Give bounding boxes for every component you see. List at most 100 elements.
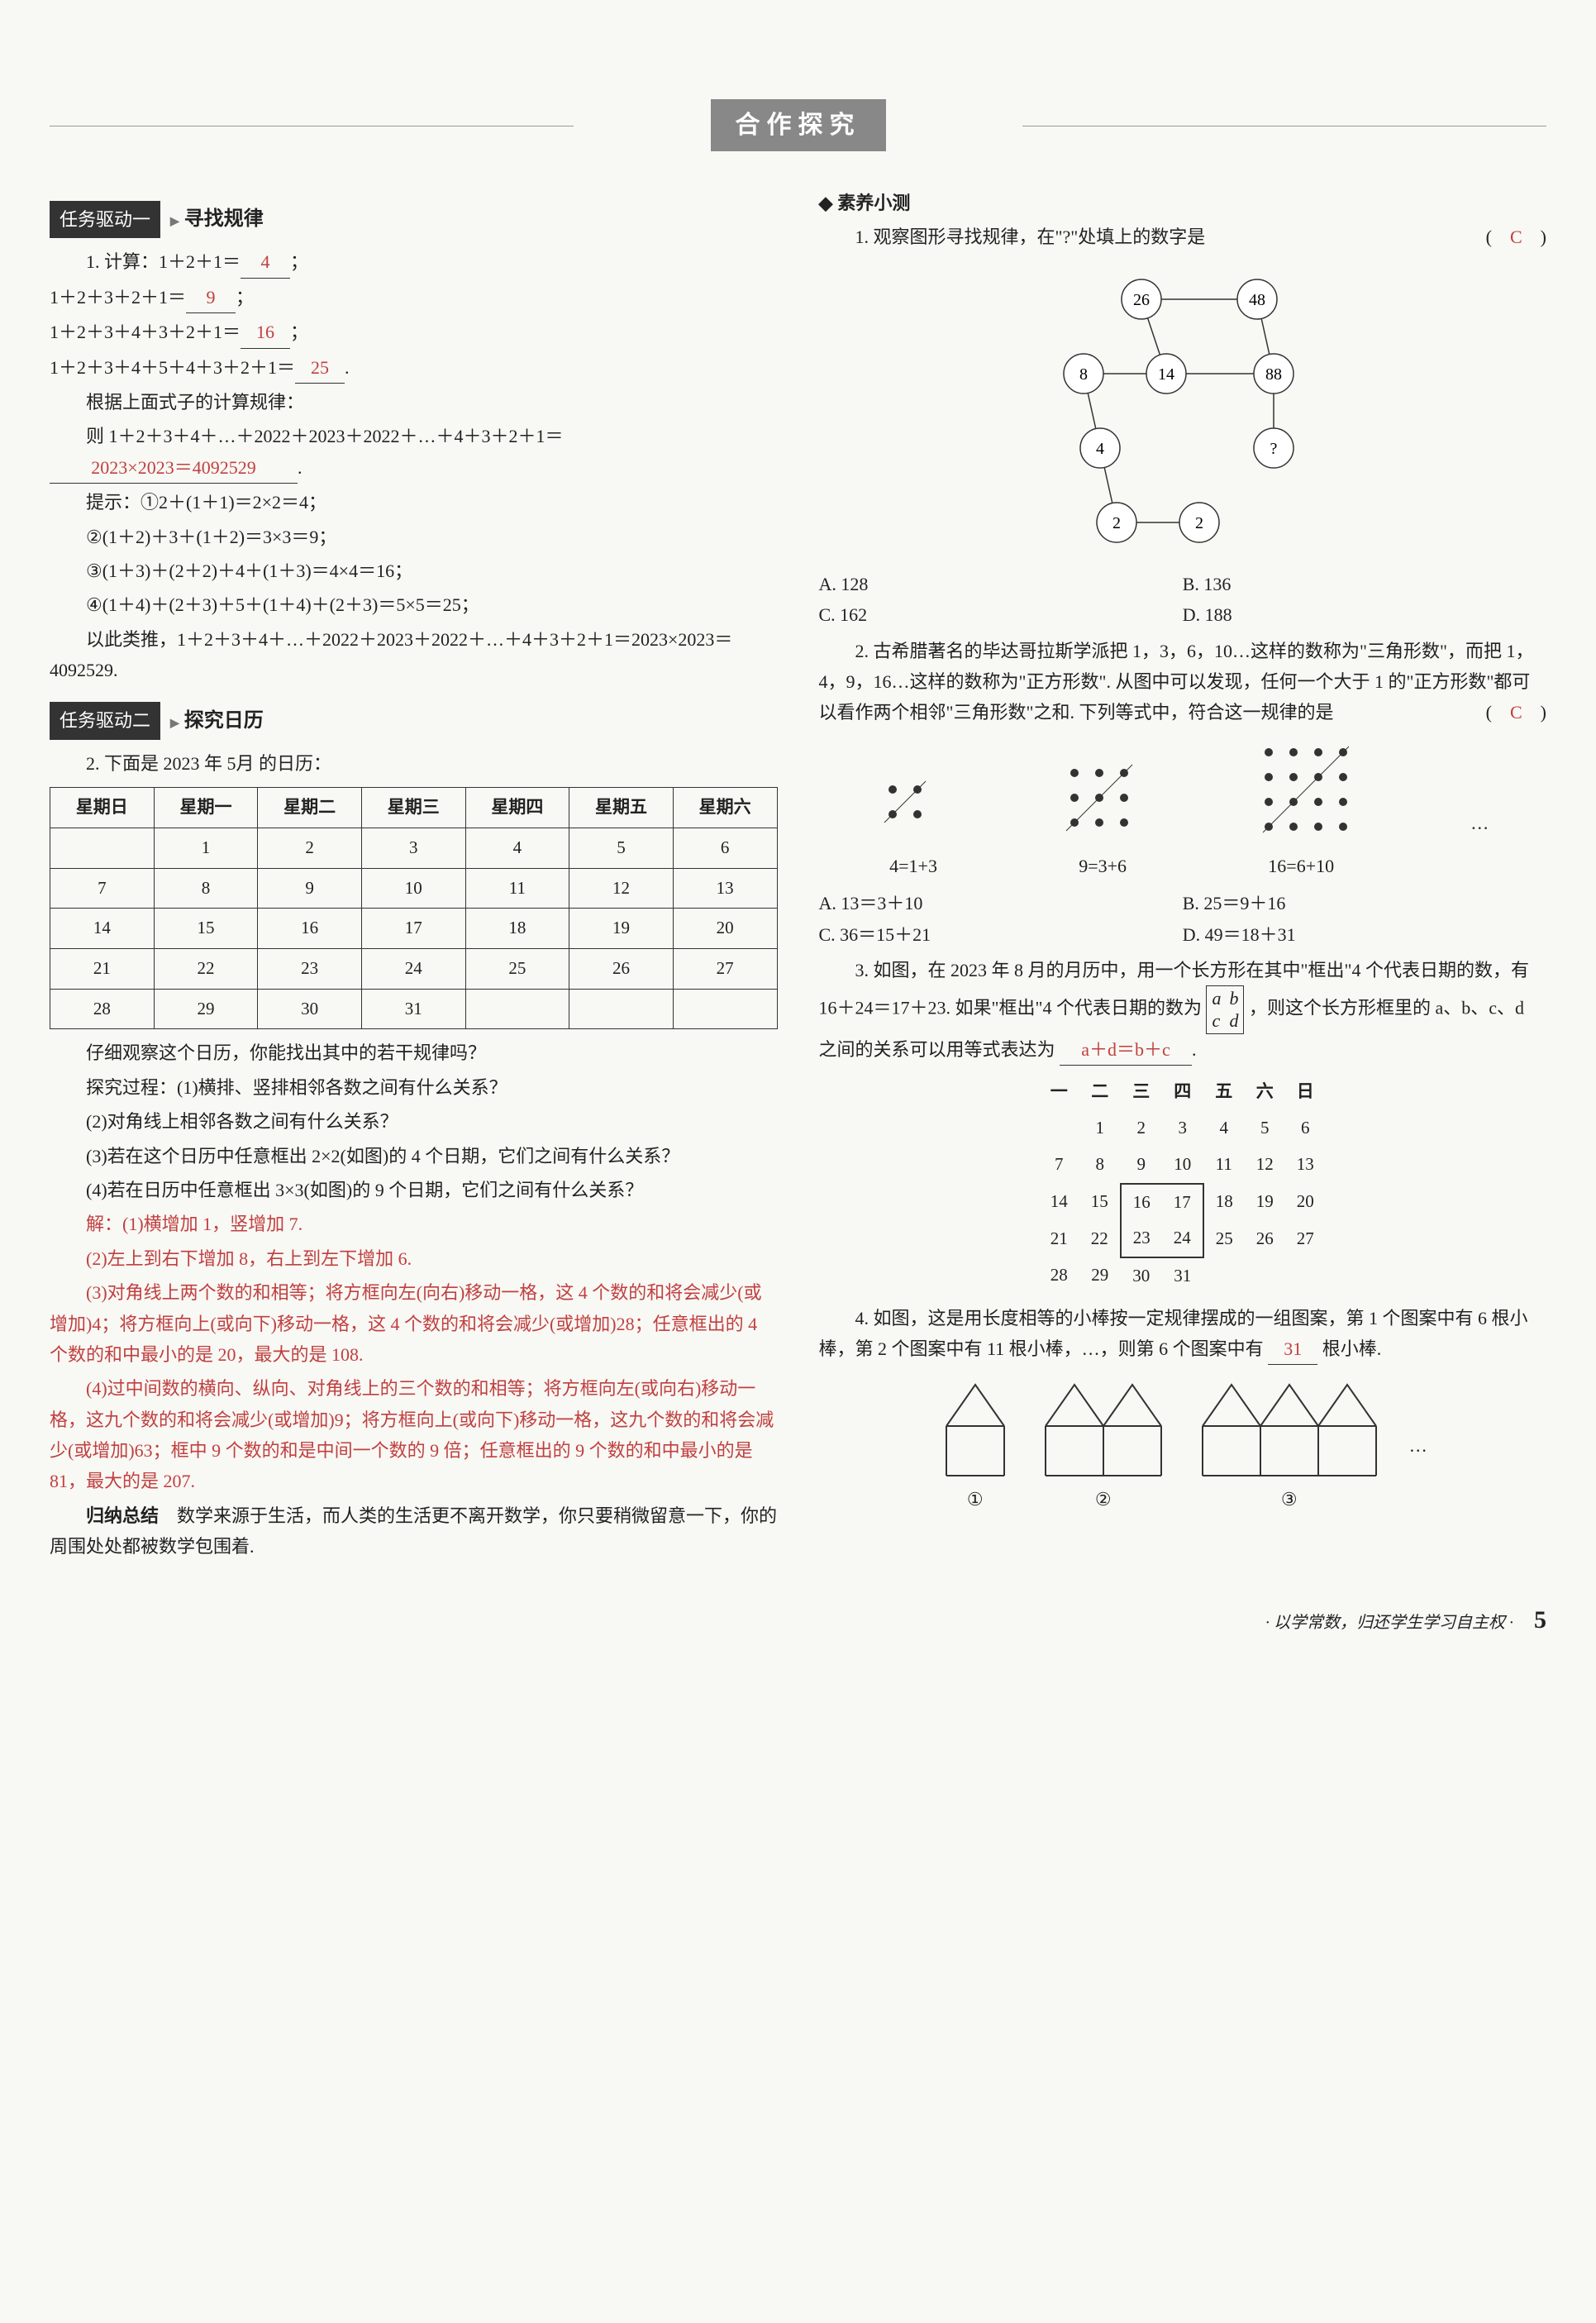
cal2-cell: 8 (1079, 1147, 1121, 1184)
task1-badge: 任务驱动一 (50, 201, 160, 238)
stick-figure: ② (1037, 1376, 1170, 1514)
cal2-cell: 26 (1245, 1220, 1285, 1257)
q2-opt-d: D. 49＝18＋31 (1183, 919, 1546, 950)
cal2-cell: 11 (1203, 1147, 1245, 1184)
q2-p5: (4)若在日历中任意框出 3×3(如图)的 9 个日期，它们之间有什么关系？ (50, 1175, 778, 1205)
q1-ans2: 9 (186, 282, 236, 313)
r-q2-ans: C (1510, 702, 1522, 723)
cal2-cell: 18 (1203, 1184, 1245, 1221)
dots-16 (1256, 740, 1355, 839)
cal-cell: 9 (258, 868, 362, 909)
opt-b: B. 136 (1183, 569, 1546, 599)
q1-rule: 根据上面式子的计算规律： (50, 387, 778, 417)
q1-ans1: 4 (241, 246, 290, 278)
left-column: 任务驱动一 寻找规律 1. 计算：1＋2＋1＝4； 1＋2＋3＋2＋1＝9； 1… (50, 184, 778, 1566)
q2-opt-b: B. 25＝9＋16 (1183, 888, 1546, 918)
dots-figures: … (819, 740, 1547, 839)
dots-9 (1058, 756, 1141, 839)
q2-p2: 探究过程：(1)横排、竖排相邻各数之间有什么关系？ (50, 1072, 778, 1103)
cal2-cell: 5 (1245, 1110, 1285, 1147)
cal2-header: 四 (1162, 1074, 1203, 1110)
svg-text:4: 4 (1096, 440, 1104, 458)
cal2-header: 三 (1121, 1074, 1162, 1110)
q2-sol3: (3)对角线上两个数的和相等；将方框向左(向右)移动一格，这 4 个数的和将会减… (50, 1277, 778, 1370)
cal-header: 星期二 (258, 788, 362, 828)
cal2-cell: 19 (1245, 1184, 1285, 1221)
cal2-cell (1039, 1110, 1079, 1147)
stick-ellipsis: … (1409, 1430, 1427, 1461)
r-q1-opts: A. 128 B. 136 C. 162 D. 188 (819, 569, 1547, 631)
stick-figure: ③ (1194, 1376, 1384, 1514)
quiz-title: 素养小测 (819, 188, 1547, 218)
task2-header: 任务驱动二 探究日历 (50, 702, 778, 739)
cal2-cell: 27 (1285, 1220, 1326, 1257)
svg-text:2: 2 (1195, 514, 1203, 532)
r-q2-opts: A. 13＝3＋10 B. 25＝9＋16 C. 36＝15＋21 D. 49＝… (819, 888, 1547, 950)
svg-text:14: 14 (1158, 365, 1174, 384)
q1-line3: 1＋2＋3＋4＋3＋2＋1＝16； (50, 317, 778, 348)
q1-final: 则 1＋2＋3＋4＋…＋2022＋2023＋2022＋…＋4＋3＋2＋1＝202… (50, 421, 778, 484)
page-number: 5 (1534, 1599, 1546, 1641)
cal-cell: 6 (673, 828, 777, 868)
cal2-cell: 17 (1162, 1184, 1203, 1221)
cal2-cell: 7 (1039, 1147, 1079, 1184)
cal-header: 星期五 (569, 788, 674, 828)
cal2-cell: 20 (1285, 1184, 1326, 1221)
cal-cell: 10 (361, 868, 465, 909)
cal-cell: 1 (154, 828, 258, 868)
page-header: 合作探究 (50, 99, 1546, 151)
opt-a: A. 128 (819, 569, 1183, 599)
matrix-abcd: ab cd (1206, 985, 1244, 1034)
q1-hint3: ③(1＋3)＋(2＋2)＋4＋(1＋3)＝4×4＝16； (50, 556, 778, 586)
svg-text:48: 48 (1249, 291, 1265, 309)
cal-cell: 30 (258, 989, 362, 1029)
cal-cell: 17 (361, 909, 465, 949)
cal2-cell: 3 (1162, 1110, 1203, 1147)
cal2-cell: 29 (1079, 1257, 1121, 1295)
svg-text:88: 88 (1265, 365, 1282, 384)
cal-cell: 5 (569, 828, 674, 868)
summary-label: 归纳总结 (86, 1505, 159, 1526)
cal-header: 星期三 (361, 788, 465, 828)
cal-cell: 22 (154, 949, 258, 990)
cal2-cell: 21 (1039, 1220, 1079, 1257)
q2-intro: 2. 下面是 2023 年 5月 的日历： (50, 748, 778, 779)
q1-line2: 1＋2＋3＋2＋1＝9； (50, 282, 778, 313)
stick-figure: ① (938, 1376, 1012, 1514)
cal-cell: 16 (258, 909, 362, 949)
cal-cell: 12 (569, 868, 674, 909)
r-q2: 2. 古希腊著名的毕达哥拉斯学派把 1，3，6，10…这样的数称为"三角形数"，… (819, 636, 1547, 728)
dots-4 (876, 773, 942, 839)
cal2-cell: 28 (1039, 1257, 1079, 1295)
header-title: 合作探究 (711, 99, 886, 151)
cal-cell: 4 (465, 828, 569, 868)
cal-cell (673, 989, 777, 1029)
cal2-cell: 24 (1162, 1220, 1203, 1257)
cal-header: 星期六 (673, 788, 777, 828)
cal-cell: 28 (50, 989, 155, 1029)
cal-cell: 15 (154, 909, 258, 949)
cal2-cell: 10 (1162, 1147, 1203, 1184)
cal2-cell: 2 (1121, 1110, 1162, 1147)
cal-cell: 20 (673, 909, 777, 949)
r-q1-ans: C (1510, 227, 1522, 247)
cal-cell: 14 (50, 909, 155, 949)
cal-cell: 13 (673, 868, 777, 909)
cal-cell: 26 (569, 949, 674, 990)
cal-cell: 7 (50, 868, 155, 909)
svg-text:?: ? (1270, 440, 1277, 458)
cal-cell: 27 (673, 949, 777, 990)
cal2-cell: 30 (1121, 1257, 1162, 1295)
calendar-may: 星期日星期一星期二星期三星期四星期五星期六 123456789101112131… (50, 787, 778, 1029)
stick-figures: ①②③ … (819, 1376, 1547, 1514)
q2-p4: (3)若在这个日历中任意框出 2×2(如图)的 4 个日期，它们之间有什么关系？ (50, 1141, 778, 1171)
cal2-cell: 13 (1285, 1147, 1326, 1184)
cal2-cell: 22 (1079, 1220, 1121, 1257)
opt-d: D. 188 (1183, 599, 1546, 630)
cal2-cell: 9 (1121, 1147, 1162, 1184)
footer-motto: · 以学常数，归还学生学习自主权 · (1265, 1614, 1513, 1632)
r-q4-ans: 31 (1268, 1333, 1317, 1365)
cal2-cell: 4 (1203, 1110, 1245, 1147)
task2-title: 探究日历 (169, 704, 264, 738)
cal2-cell: 16 (1121, 1184, 1162, 1221)
